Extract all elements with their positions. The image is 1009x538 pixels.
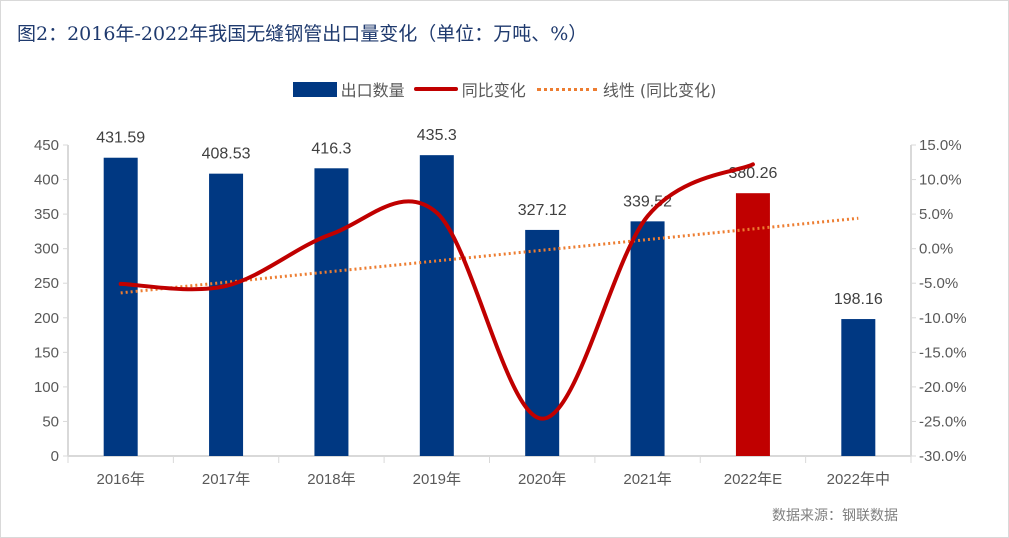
x-tick-label: 2019年: [413, 471, 461, 488]
legend-label: 出口数量: [340, 81, 405, 100]
bar-data-label: 408.53: [202, 146, 251, 163]
legend-swatch-line: [413, 87, 458, 91]
left-tick-label: 150: [34, 344, 59, 361]
x-tick-label: 2018年: [307, 471, 355, 488]
left-tick-label: 100: [34, 379, 59, 396]
right-tick-label: -30.0%: [919, 448, 967, 465]
source-note: 数据来源：钢联数据: [772, 508, 898, 524]
legend-swatch-trend: [536, 87, 597, 91]
bar: [525, 229, 560, 456]
left-tick-label: 200: [34, 310, 59, 327]
bar: [735, 193, 770, 456]
x-tick-label: 2016年: [97, 471, 145, 488]
right-tick-label: -10.0%: [919, 310, 967, 327]
left-tick-label: 350: [34, 206, 59, 223]
yoy-line: [118, 162, 755, 421]
left-tick-label: 50: [42, 413, 59, 430]
legend: 出口数量 同比变化 线性 (同比变化): [1, 77, 1008, 101]
bar: [103, 157, 138, 456]
right-tick-label: -5.0%: [919, 275, 958, 292]
bar-data-label: 327.12: [518, 202, 567, 219]
bar-data-label: 416.3: [311, 140, 351, 157]
bar-data-label: 198.16: [834, 291, 883, 308]
x-tick-label: 2022年E: [724, 471, 782, 488]
left-tick-label: 0: [51, 448, 59, 465]
right-tick-label: 5.0%: [919, 206, 953, 223]
right-tick-label: -15.0%: [919, 344, 967, 361]
legend-label: 线性 (同比变化): [602, 81, 717, 100]
x-tick-label: 2022年中: [827, 471, 890, 488]
trendline: [120, 216, 859, 295]
bar-data-label: 431.59: [96, 130, 145, 147]
left-tick-label: 250: [34, 275, 59, 292]
chart-title: 图2：2016年-2022年我国无缝钢管出口量变化（单位：万吨、%）: [17, 23, 588, 45]
right-tick-label: 10.0%: [919, 172, 962, 189]
x-tick-label: 2020年: [518, 471, 566, 488]
right-tick-label: 15.0%: [919, 137, 962, 154]
legend-swatch-bar: [292, 81, 337, 97]
bar: [314, 168, 349, 456]
bar: [419, 155, 454, 456]
bar: [209, 173, 244, 456]
legend-label: 同比变化: [461, 81, 526, 100]
left-tick-label: 400: [34, 172, 59, 189]
right-tick-label: -25.0%: [919, 413, 967, 430]
bar-data-label: 435.3: [417, 127, 457, 144]
left-tick-label: 300: [34, 241, 59, 258]
right-tick-label: 0.0%: [919, 241, 953, 258]
bar: [841, 319, 876, 456]
x-tick-label: 2017年: [202, 471, 250, 488]
bar: [630, 221, 665, 456]
x-tick-label: 2021年: [623, 471, 671, 488]
right-tick-label: -20.0%: [919, 379, 967, 396]
left-tick-label: 450: [34, 137, 59, 154]
